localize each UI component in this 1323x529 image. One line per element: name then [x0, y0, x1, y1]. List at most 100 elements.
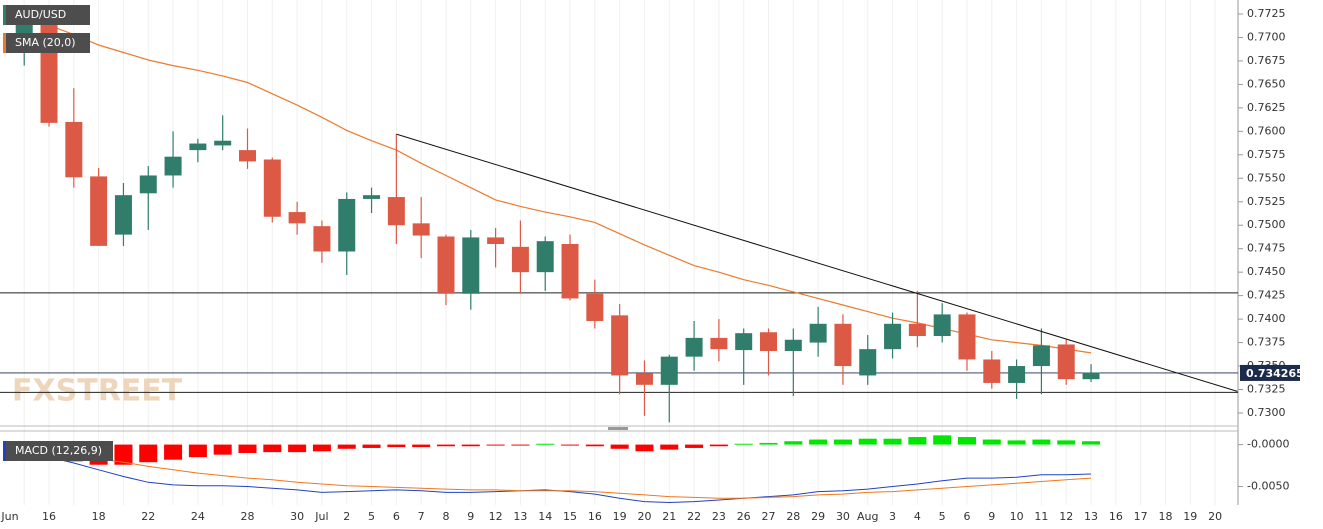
candle-body	[933, 314, 951, 337]
y-tick-label: 0.7550	[1247, 171, 1286, 184]
legend-box	[3, 33, 90, 53]
x-tick-label: 16	[42, 510, 56, 523]
histogram-bar	[288, 444, 307, 453]
candle-body	[511, 246, 529, 273]
x-tick-label: 15	[563, 510, 577, 523]
candle-body	[139, 175, 157, 194]
y-tick-label: 0.7700	[1247, 30, 1286, 43]
histogram-bar	[114, 444, 133, 465]
x-tick-label: 6	[963, 510, 970, 523]
sma-line	[24, 16, 1092, 354]
histogram-bar	[709, 444, 728, 447]
y-tick-label: 0.7425	[1247, 289, 1286, 302]
histogram-bar	[809, 439, 828, 445]
histogram-bar	[188, 444, 207, 458]
candle-body	[263, 159, 281, 217]
y-tick-label: 0.7600	[1247, 124, 1286, 137]
histogram-bar	[213, 444, 232, 455]
histogram-bar	[734, 443, 753, 445]
candle-body	[859, 349, 877, 376]
histogram-bar	[784, 441, 803, 445]
histogram-bar	[139, 444, 158, 463]
histogram-bar	[536, 443, 555, 445]
x-tick-label: 2	[343, 510, 350, 523]
x-tick-label: 18	[1158, 510, 1172, 523]
candle-body	[784, 339, 802, 352]
panel-handle	[608, 427, 628, 430]
x-tick-label: 28	[786, 510, 800, 523]
y-tick-label: 0.7525	[1247, 195, 1286, 208]
candle-body	[239, 150, 256, 162]
x-tick-label: 9	[467, 510, 474, 523]
histogram-bar	[511, 444, 530, 446]
y-tick-label: 0.7300	[1247, 406, 1286, 419]
x-tick-label: 24	[191, 510, 205, 523]
histogram-bar	[635, 444, 654, 452]
x-tick-label: 30	[836, 510, 850, 523]
candle-body	[611, 315, 629, 376]
histogram-bar	[1082, 441, 1101, 445]
candle-body	[487, 237, 505, 244]
legend-marker	[3, 5, 6, 25]
candle-body	[1032, 345, 1050, 367]
x-tick-label: 8	[442, 510, 449, 523]
y-tick-label: 0.7625	[1247, 101, 1286, 114]
candle-body	[114, 195, 132, 235]
x-tick-label: 7	[418, 510, 425, 523]
histogram-bar	[164, 444, 183, 460]
x-tick-label: 19	[1183, 510, 1197, 523]
x-tick-label: 10	[1010, 510, 1024, 523]
candle-body	[338, 198, 356, 252]
x-tick-label: 20	[1208, 510, 1222, 523]
candle-body	[214, 140, 232, 146]
candle-body	[809, 323, 827, 343]
candle-body	[288, 212, 306, 224]
histogram-bar	[561, 444, 580, 446]
candle-body	[884, 323, 902, 350]
histogram-bar	[387, 444, 406, 448]
histogram-bar	[312, 444, 331, 452]
y-tick-label: 0.7725	[1247, 7, 1286, 20]
histogram-bar	[263, 444, 282, 453]
candle-body	[412, 223, 430, 236]
x-tick-label: 22	[687, 510, 701, 523]
candle-body	[710, 337, 728, 350]
x-tick-label: 12	[489, 510, 503, 523]
histogram-bar	[412, 444, 431, 448]
histogram-bar	[660, 444, 679, 450]
x-tick-label: 23	[712, 510, 726, 523]
candle-body	[586, 293, 604, 321]
y-tick-label: 0.7400	[1247, 312, 1286, 325]
legend-marker	[3, 441, 6, 461]
y-tick-label: 0.7475	[1247, 242, 1286, 255]
x-tick-label: 11	[1034, 510, 1048, 523]
candle-body	[685, 337, 703, 357]
histogram-bar	[883, 438, 902, 445]
y-tick-label: 0.7450	[1247, 265, 1286, 278]
candle-body	[189, 143, 207, 151]
y-tick-label: 0.7500	[1247, 218, 1286, 231]
histogram-bar	[759, 442, 778, 445]
legend-label: SMA (20,0)	[15, 36, 76, 49]
histogram-bar	[238, 444, 257, 453]
candle-body	[635, 373, 653, 385]
candle-body	[90, 176, 108, 246]
x-tick-label: 20	[637, 510, 651, 523]
y-tick-label: 0.7375	[1247, 336, 1286, 349]
candle-body	[660, 356, 678, 385]
x-tick-label: 12	[1059, 510, 1073, 523]
histogram-bar	[982, 439, 1001, 445]
histogram-bar	[908, 437, 927, 445]
histogram-bar	[436, 444, 455, 447]
legend-marker	[3, 33, 6, 53]
histogram-bar	[461, 444, 480, 447]
candle-body	[363, 195, 381, 199]
candle-body	[983, 359, 1001, 383]
macd-line	[24, 451, 1092, 504]
x-tick-label: Jul	[314, 510, 328, 523]
histogram-bar	[685, 444, 704, 448]
x-tick-label: 19	[613, 510, 627, 523]
x-tick-label: 5	[939, 510, 946, 523]
y-tick-label: 0.7650	[1247, 77, 1286, 90]
